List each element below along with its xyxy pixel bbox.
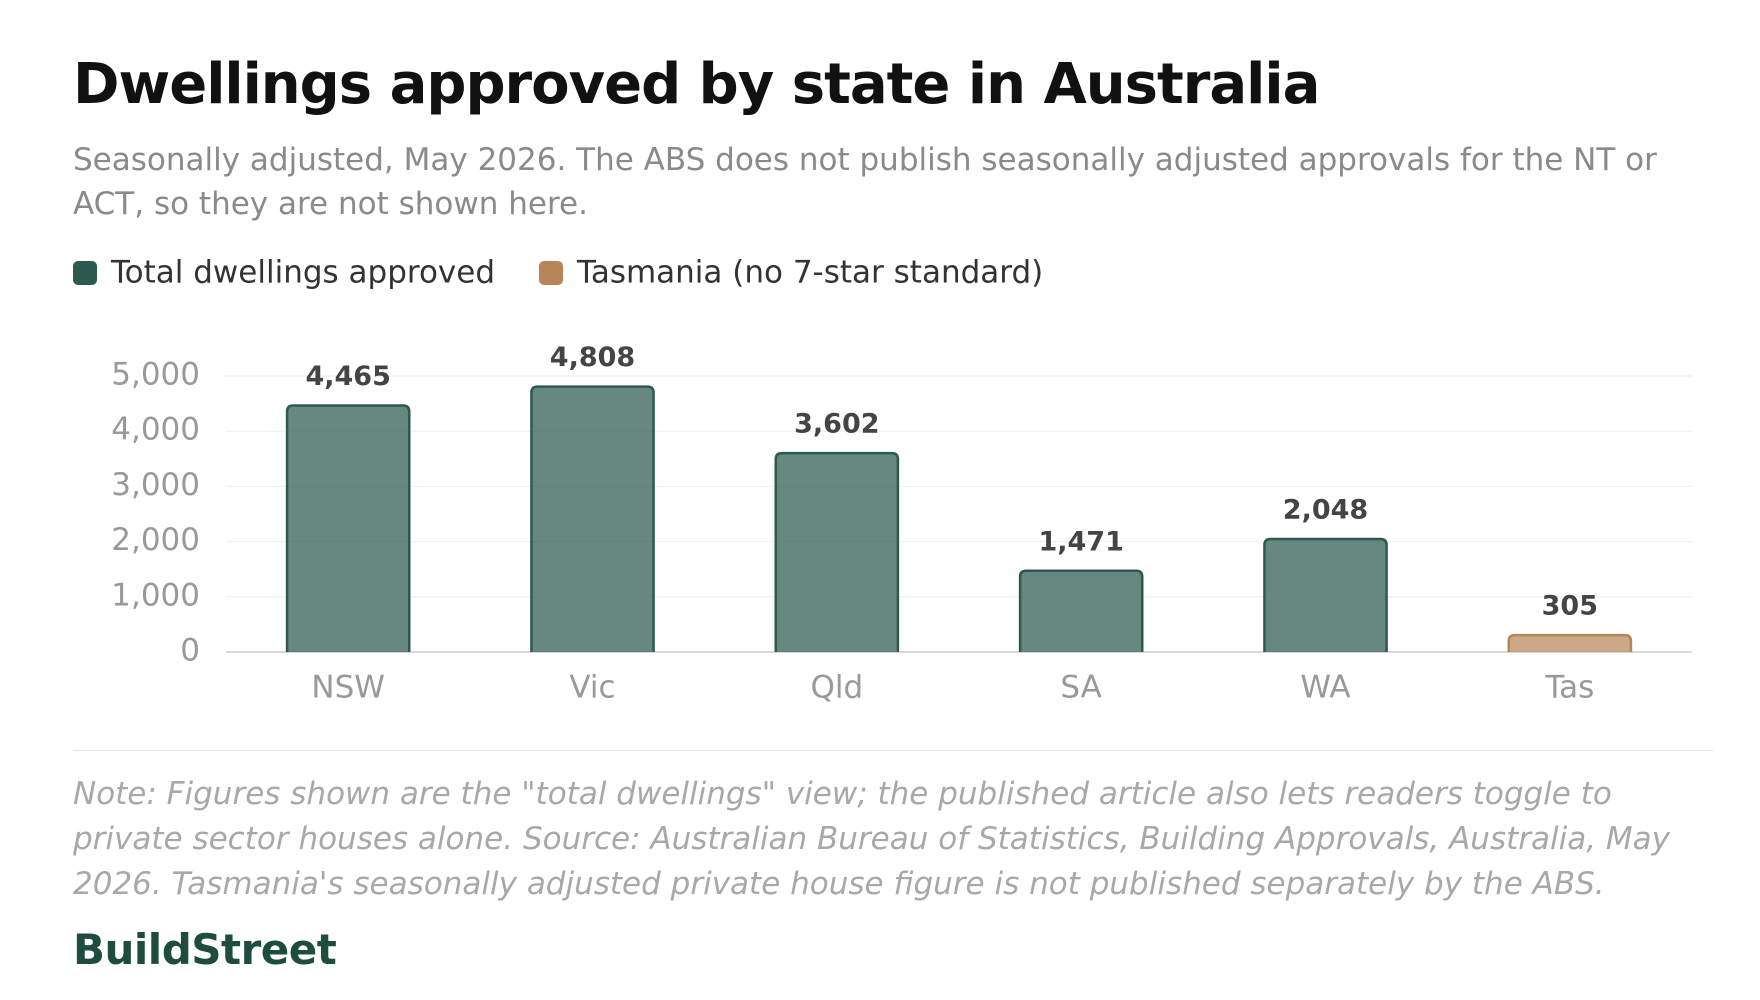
x-tick-label: Vic [569,670,615,706]
y-tick-label: 5,000 [111,357,200,393]
x-tick-label: WA [1300,670,1350,706]
value-label: 3,602 [794,409,879,440]
chart-title: Dwellings approved by state in Australia [73,52,1320,117]
value-label: 305 [1542,591,1598,622]
brand: BuildStreet [73,925,337,974]
value-label: 4,465 [305,361,390,392]
bar [1507,633,1633,652]
legend-label: Tasmania (no 7-star standard) [576,255,1043,291]
x-tick-label: NSW [311,670,385,706]
chart-subtitle: Seasonally adjusted, May 2026. The ABS d… [73,142,1657,222]
y-tick-label: 1,000 [111,577,200,613]
y-tick-label: 3,000 [111,467,200,503]
divider [73,750,1713,751]
bar [1263,537,1388,652]
x-tick-label: Qld [810,670,863,706]
y-tick-label: 4,000 [111,412,200,448]
chart: Total dwellings approved Tasmania (no 7-s… [73,255,1692,706]
value-label: 2,048 [1283,494,1368,525]
legend-swatch [539,261,564,285]
legend-label: Total dwellings approved [110,255,495,291]
x-tick-label: Tas [1544,670,1594,706]
value-label: 4,808 [550,342,635,373]
bar [530,385,655,652]
note: Note: Figures shown are the "total dwell… [73,776,1671,902]
bar [285,404,411,652]
bar [774,451,900,652]
y-tick-label: 2,000 [111,522,200,558]
x-tick-label: SA [1060,670,1101,706]
legend-swatch [73,261,97,285]
bar [1018,569,1144,652]
y-tick-label: 0 [180,633,200,669]
value-label: 1,471 [1038,526,1123,557]
